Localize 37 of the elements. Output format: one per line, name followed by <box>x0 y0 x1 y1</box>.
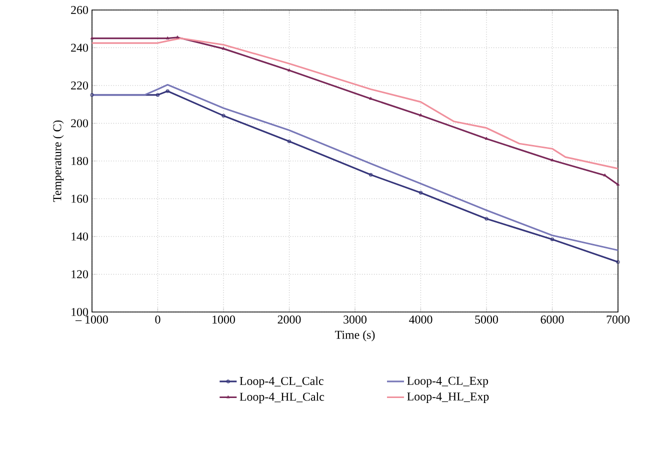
x-tick-label: 5000 <box>475 316 498 324</box>
point <box>550 238 554 242</box>
y-axis-title: Temperature ( C) <box>52 120 64 202</box>
y-tick-label: 120 <box>72 270 88 278</box>
legend-label: Loop-4_HL_Calc <box>240 392 324 404</box>
x-tick-label: 6000 <box>540 316 564 324</box>
legend-label: Loop-4_CL_Calc <box>240 376 324 388</box>
y-tick-label: 100 <box>72 308 88 316</box>
point <box>369 96 372 100</box>
legend-label: Loop-4_HL_Exp <box>407 392 489 403</box>
x-tick-label: – 1000 <box>75 316 108 324</box>
point <box>550 158 554 162</box>
x-tick-label: 7000 <box>606 316 630 324</box>
x-tick-label: 1000 <box>212 316 235 324</box>
point <box>603 174 606 176</box>
point <box>418 190 423 195</box>
x-tick-label: 3000 <box>344 316 366 324</box>
x-tick-label: 0 <box>155 316 160 324</box>
point <box>484 136 488 140</box>
x-axis-title: Time (s) <box>335 330 375 342</box>
y-tick-label: 260 <box>71 6 88 14</box>
y-tick-label: 240 <box>71 44 88 52</box>
point <box>287 140 292 144</box>
y-tick-label: 160 <box>72 194 88 203</box>
y-tick-label: 140 <box>72 232 88 241</box>
point <box>176 36 180 38</box>
x-tick-label: 2000 <box>278 316 301 324</box>
y-tick-label: 200 <box>71 119 88 128</box>
point <box>156 93 160 97</box>
y-tick-label: 220 <box>71 81 88 90</box>
legend-label: Loop-4_CL_Exp <box>407 376 488 388</box>
point <box>368 172 373 177</box>
point <box>484 216 488 221</box>
y-tick-label: 180 <box>72 156 88 166</box>
x-tick-label: 4000 <box>409 316 432 324</box>
point <box>166 89 170 93</box>
point <box>222 114 226 118</box>
